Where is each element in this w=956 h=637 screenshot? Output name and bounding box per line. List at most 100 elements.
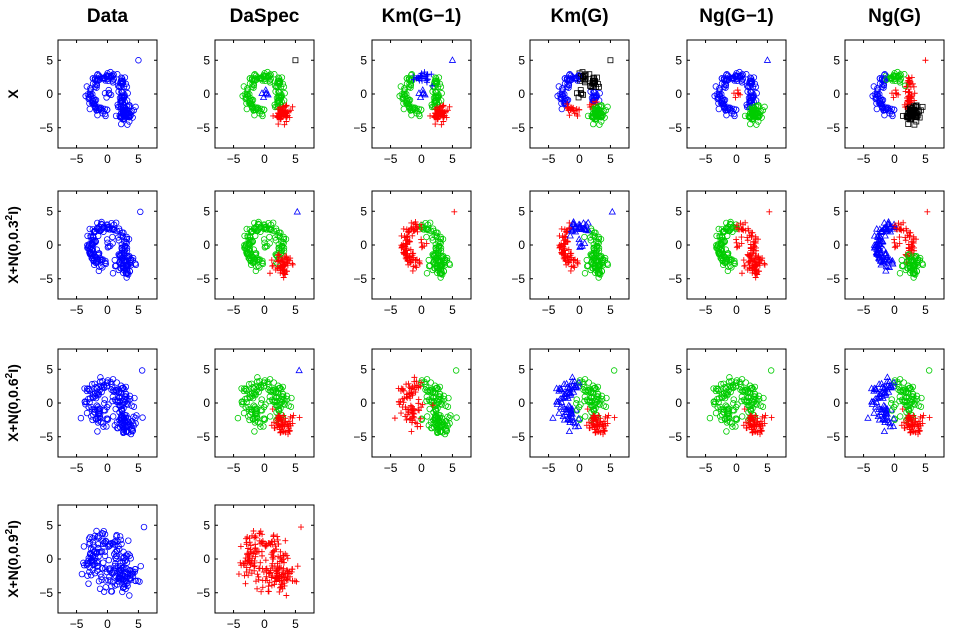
scatter-point (875, 380, 883, 387)
scatter-point (897, 226, 904, 233)
scatter-point (293, 578, 300, 585)
scatter-point (94, 428, 101, 435)
scatter-point (277, 581, 284, 588)
scatter-point (85, 386, 92, 393)
scatter-point (596, 83, 602, 90)
scatter-point (115, 401, 123, 409)
scatter-point (256, 110, 263, 117)
scatter-point (722, 390, 730, 398)
scatter-point (891, 239, 898, 246)
scatter-point (605, 412, 612, 419)
subplot: −5 0 550−5 (511, 39, 630, 166)
subplot: −5 0 550−5 (511, 190, 630, 317)
subplot: −5 0 550−5 (196, 190, 315, 317)
scatter-point (581, 225, 589, 233)
scatter-point (126, 552, 134, 559)
scatter-point (905, 106, 912, 113)
scatter-point (99, 540, 107, 548)
scatter-point (725, 386, 733, 393)
scatter-point (717, 381, 725, 388)
scatter-point (118, 412, 125, 419)
scatter-point (244, 534, 251, 541)
scatter-point (401, 85, 408, 92)
scatter-point (418, 221, 426, 229)
scatter-point (258, 75, 265, 82)
scatter-point (110, 388, 118, 395)
scatter-point (586, 424, 593, 431)
scatter-point (888, 396, 895, 403)
scatter-point (435, 426, 442, 433)
scatter-point (753, 422, 760, 429)
x-tick-label: 0 (733, 303, 740, 317)
scatter-point (880, 223, 888, 231)
scatter-point (724, 390, 732, 397)
y-tick-label: 0 (360, 396, 367, 410)
scatter-point (259, 257, 266, 265)
y-tick-label: −5 (511, 430, 525, 444)
scatter-point (556, 244, 563, 251)
scatter-point (403, 393, 410, 400)
subplot: −5 0 550−5 (826, 190, 945, 317)
scatter-point (585, 419, 592, 426)
scatter-point (412, 256, 419, 263)
scatter-point (882, 225, 891, 233)
scatter-point (270, 379, 277, 386)
scatter-point (251, 224, 258, 232)
scatter-point (418, 404, 425, 411)
y-tick-label: −5 (39, 272, 53, 286)
scatter-point (749, 428, 756, 435)
scatter-point (727, 218, 734, 226)
scatter-point (285, 425, 292, 432)
x-tick-label: −5 (699, 303, 713, 317)
scatter-point (279, 585, 286, 592)
scatter-point (84, 557, 92, 565)
scatter-point (914, 112, 921, 119)
scatter-point (270, 262, 277, 269)
scatter-point (750, 426, 757, 433)
scatter-point (117, 403, 124, 410)
scatter-point (275, 121, 282, 128)
scatter-point (285, 402, 292, 409)
scatter-point (106, 567, 114, 574)
scatter-point (403, 381, 410, 388)
scatter-point (244, 555, 251, 562)
scatter-point (276, 423, 283, 430)
scatter-point (581, 413, 589, 420)
scatter-point (95, 534, 103, 541)
scatter-point (434, 429, 441, 437)
scatter-point (731, 257, 738, 265)
scatter-point (908, 426, 915, 433)
scatter-point (407, 402, 414, 409)
scatter-point (566, 112, 573, 119)
scatter-point (876, 232, 884, 240)
scatter-point (104, 416, 111, 423)
scatter-point (120, 429, 127, 437)
scatter-point (593, 107, 601, 114)
x-tick-label: 5 (135, 303, 142, 317)
scatter-point (116, 574, 124, 582)
scatter-point (251, 403, 259, 411)
points-layer (391, 367, 460, 438)
scatter-point (741, 112, 749, 120)
scatter-point (105, 543, 112, 550)
scatter-point (403, 80, 411, 87)
scatter-point (257, 540, 264, 547)
scatter-point (91, 83, 99, 91)
scatter-point (245, 381, 253, 388)
points-layer (713, 208, 773, 281)
y-tick-label: 0 (203, 552, 210, 566)
scatter-point (742, 419, 749, 426)
plot-frame (686, 348, 787, 458)
scatter-point (409, 267, 416, 274)
scatter-point (745, 112, 752, 119)
scatter-point (878, 83, 886, 91)
scatter-point (90, 250, 97, 257)
y-tick-label: −5 (196, 121, 210, 135)
scatter-point (565, 81, 573, 88)
scatter-point (108, 588, 115, 595)
scatter-point (103, 72, 110, 79)
scatter-point (123, 397, 130, 404)
scatter-point (276, 233, 283, 241)
scatter-point (284, 256, 291, 263)
scatter-point (897, 388, 905, 395)
